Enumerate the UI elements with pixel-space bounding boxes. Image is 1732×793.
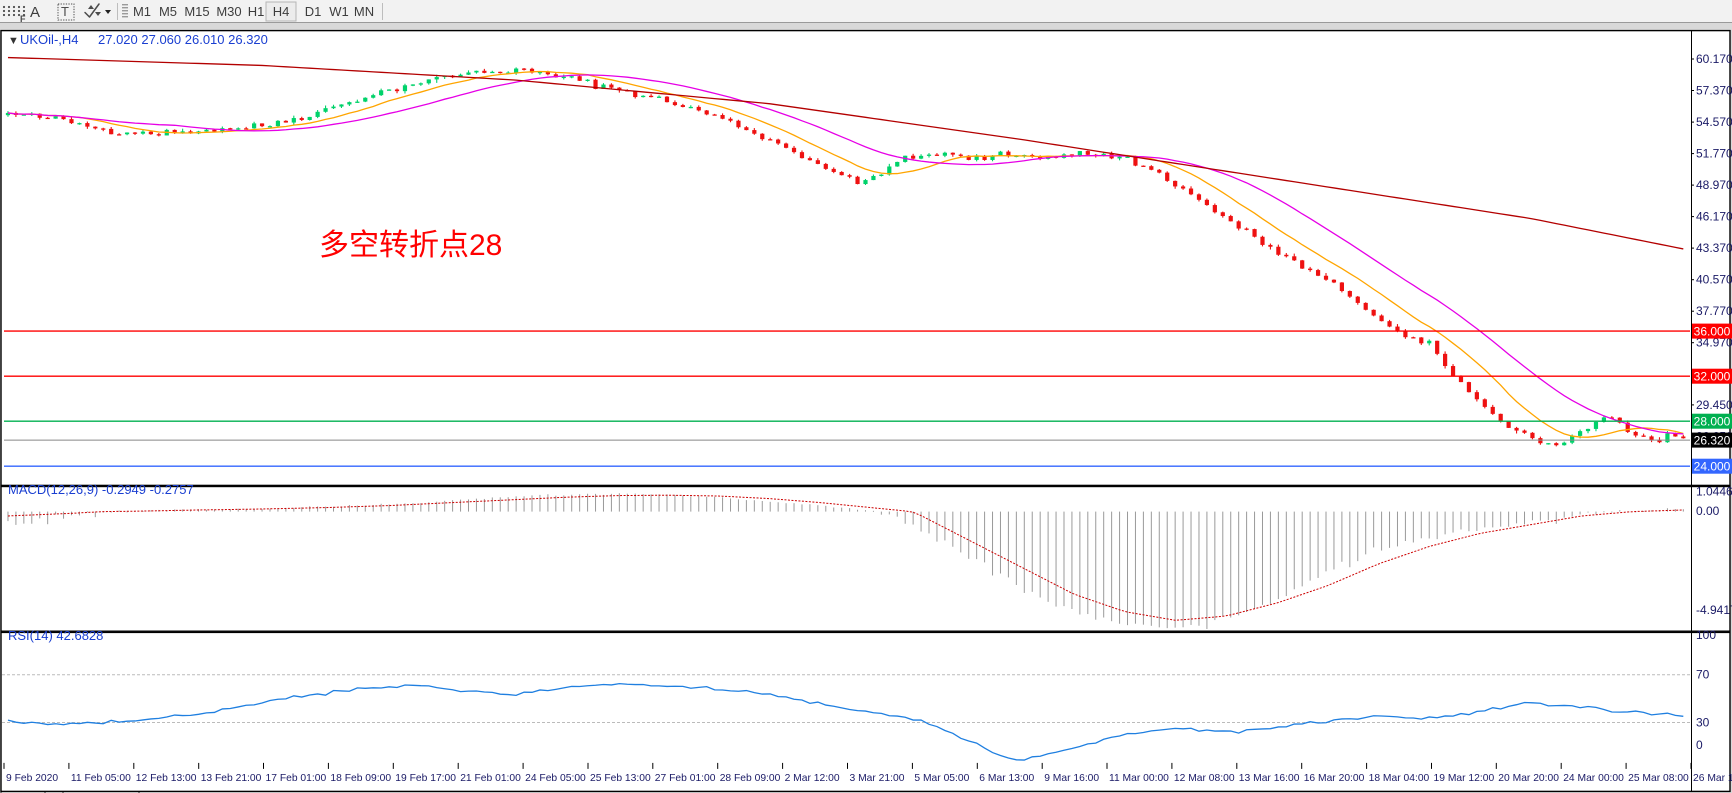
svg-text:40.570: 40.570 bbox=[1696, 273, 1732, 287]
svg-text:28 Feb 09:00: 28 Feb 09:00 bbox=[720, 773, 781, 784]
svg-text:H4: H4 bbox=[273, 4, 290, 19]
svg-text:51.770: 51.770 bbox=[1696, 147, 1732, 161]
svg-text:6 Mar 13:00: 6 Mar 13:00 bbox=[979, 773, 1034, 784]
svg-text:D1: D1 bbox=[305, 4, 322, 19]
svg-text:RSI(14) 42.6828: RSI(14) 42.6828 bbox=[8, 628, 103, 643]
svg-text:25 Mar 08:00: 25 Mar 08:00 bbox=[1628, 773, 1689, 784]
svg-text:24 Feb 05:00: 24 Feb 05:00 bbox=[525, 773, 586, 784]
svg-text:16 Mar 20:00: 16 Mar 20:00 bbox=[1304, 773, 1365, 784]
svg-text:18 Mar 04:00: 18 Mar 04:00 bbox=[1369, 773, 1430, 784]
svg-text:A: A bbox=[30, 4, 40, 21]
svg-text:多空转折点28: 多空转折点28 bbox=[319, 229, 502, 262]
svg-text:H1: H1 bbox=[248, 4, 265, 19]
svg-text:28.000: 28.000 bbox=[1694, 415, 1731, 429]
svg-text:12 Feb 13:00: 12 Feb 13:00 bbox=[136, 773, 197, 784]
svg-text:20 Mar 20:00: 20 Mar 20:00 bbox=[1498, 773, 1559, 784]
svg-text:29.450: 29.450 bbox=[1696, 398, 1732, 412]
svg-text:1.0446: 1.0446 bbox=[1696, 485, 1732, 499]
svg-text:11 Mar 00:00: 11 Mar 00:00 bbox=[1109, 773, 1169, 784]
svg-text:13 Feb 21:00: 13 Feb 21:00 bbox=[201, 773, 262, 784]
svg-text:19 Feb 17:00: 19 Feb 17:00 bbox=[395, 773, 456, 784]
svg-text:3 Mar 21:00: 3 Mar 21:00 bbox=[850, 773, 905, 784]
svg-text:25 Feb 13:00: 25 Feb 13:00 bbox=[590, 773, 651, 784]
svg-text:MACD(12,26,9) -0.2949 -0.2757: MACD(12,26,9) -0.2949 -0.2757 bbox=[8, 482, 194, 497]
svg-text:M15: M15 bbox=[184, 4, 209, 19]
svg-text:W1: W1 bbox=[329, 4, 349, 19]
svg-text:17 Feb 01:00: 17 Feb 01:00 bbox=[266, 773, 327, 784]
svg-text:UKOil-,H4: UKOil-,H4 bbox=[20, 32, 79, 47]
svg-text:M5: M5 bbox=[159, 4, 177, 19]
svg-text:M1: M1 bbox=[133, 4, 151, 19]
svg-text:M30: M30 bbox=[216, 4, 241, 19]
svg-text:100: 100 bbox=[1696, 628, 1716, 642]
svg-text:9 Feb 2020: 9 Feb 2020 bbox=[6, 773, 58, 784]
svg-text:18 Feb 09:00: 18 Feb 09:00 bbox=[330, 773, 391, 784]
svg-text:2 Mar 12:00: 2 Mar 12:00 bbox=[785, 773, 840, 784]
svg-text:26.320: 26.320 bbox=[1694, 434, 1731, 448]
svg-text:19 Mar 12:00: 19 Mar 12:00 bbox=[1434, 773, 1495, 784]
svg-text:5 Mar 05:00: 5 Mar 05:00 bbox=[914, 773, 969, 784]
svg-text:30: 30 bbox=[1696, 715, 1710, 729]
svg-text:54.570: 54.570 bbox=[1696, 115, 1732, 129]
svg-text:12 Mar 08:00: 12 Mar 08:00 bbox=[1174, 773, 1235, 784]
svg-text:26 Mar 16:00: 26 Mar 16:00 bbox=[1693, 773, 1732, 784]
svg-text:0.00: 0.00 bbox=[1696, 504, 1720, 518]
svg-text:21 Feb 01:00: 21 Feb 01:00 bbox=[460, 773, 521, 784]
svg-text:24.000: 24.000 bbox=[1694, 460, 1731, 474]
svg-text:48.970: 48.970 bbox=[1696, 178, 1732, 192]
svg-text:27.020 27.060 26.010 26.320: 27.020 27.060 26.010 26.320 bbox=[98, 32, 268, 47]
svg-text:36.000: 36.000 bbox=[1694, 325, 1731, 339]
svg-text:27 Feb 01:00: 27 Feb 01:00 bbox=[655, 773, 716, 784]
svg-text:70: 70 bbox=[1696, 668, 1710, 682]
svg-text:43.370: 43.370 bbox=[1696, 241, 1732, 255]
svg-text:-4.9417: -4.9417 bbox=[1696, 603, 1732, 617]
svg-text:37.770: 37.770 bbox=[1696, 304, 1732, 318]
svg-text:9 Mar 16:00: 9 Mar 16:00 bbox=[1044, 773, 1099, 784]
svg-text:11 Feb 05:00: 11 Feb 05:00 bbox=[71, 773, 131, 784]
svg-text:MN: MN bbox=[354, 4, 374, 19]
svg-text:F: F bbox=[20, 14, 26, 23]
svg-text:32.000: 32.000 bbox=[1694, 370, 1731, 384]
svg-text:0: 0 bbox=[1696, 738, 1703, 752]
svg-text:24 Mar 00:00: 24 Mar 00:00 bbox=[1563, 773, 1624, 784]
svg-text:46.170: 46.170 bbox=[1696, 210, 1732, 224]
svg-text:T: T bbox=[61, 4, 69, 19]
svg-text:60.170: 60.170 bbox=[1696, 52, 1732, 66]
svg-text:▼: ▼ bbox=[8, 35, 19, 47]
svg-text:13 Mar 16:00: 13 Mar 16:00 bbox=[1239, 773, 1300, 784]
svg-text:57.370: 57.370 bbox=[1696, 84, 1732, 98]
